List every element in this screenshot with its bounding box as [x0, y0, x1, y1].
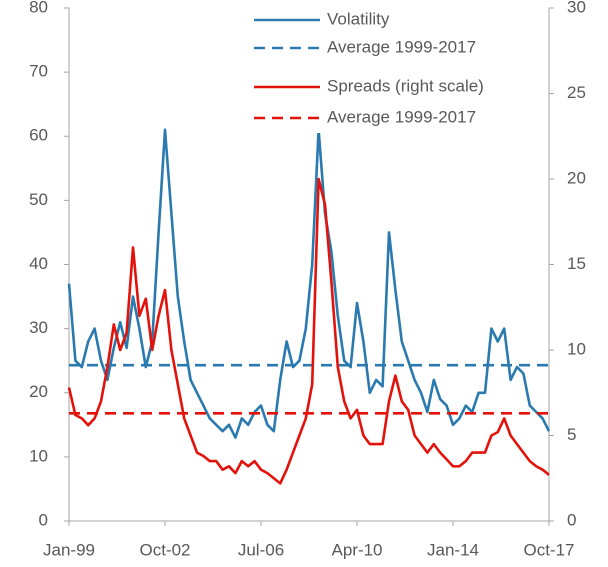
legend-label: Average 1999-2017	[327, 37, 476, 56]
y-tick-label: 20	[29, 382, 48, 401]
y2-tick-label: 30	[567, 0, 586, 16]
legend-label: Volatility	[327, 9, 390, 28]
y-tick-label: 50	[29, 190, 48, 209]
y2-tick-label: 5	[567, 425, 576, 444]
x-tick-label: Jul-06	[238, 540, 284, 559]
y2-tick-label: 15	[567, 254, 586, 273]
y-tick-label: 30	[29, 318, 48, 337]
x-tick-label: Apr-10	[331, 540, 382, 559]
y-tick-label: 40	[29, 254, 48, 273]
legend-label: Spreads (right scale)	[327, 76, 484, 95]
x-tick-label: Oct-02	[139, 540, 190, 559]
y-tick-label: 80	[29, 0, 48, 16]
data-line	[67, 177, 550, 485]
y-tick-label: 60	[29, 126, 48, 145]
x-tick-label: Jan-99	[43, 540, 95, 559]
legend-label: Average 1999-2017	[327, 107, 476, 126]
y2-tick-label: 0	[567, 510, 576, 529]
x-tick-label: Jan-14	[427, 540, 479, 559]
data-line	[67, 128, 551, 439]
legend-box	[250, 5, 525, 133]
y-tick-label: 70	[29, 62, 48, 81]
y2-tick-label: 10	[567, 339, 586, 358]
y2-tick-label: 20	[567, 168, 586, 187]
y-tick-label: 0	[39, 510, 48, 529]
y-tick-label: 10	[29, 446, 48, 465]
x-tick-label: Oct-17	[523, 540, 574, 559]
y2-tick-label: 25	[567, 83, 586, 102]
